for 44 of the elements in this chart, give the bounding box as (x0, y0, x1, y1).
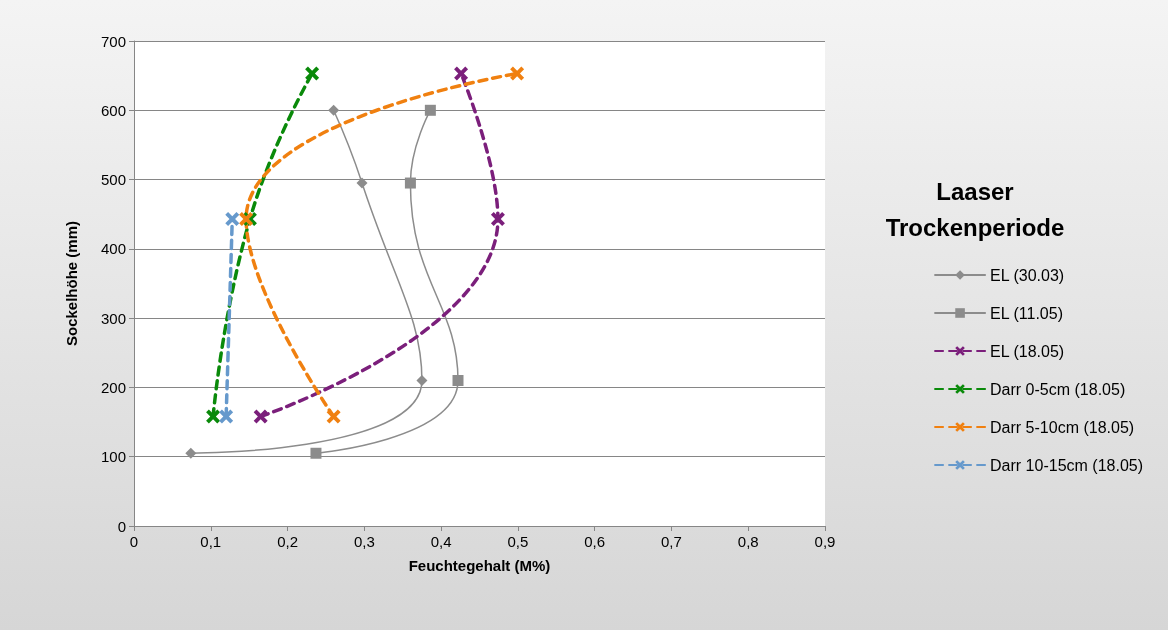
legend-label: Darr 0-5cm (18.05) (990, 380, 1126, 398)
y-tick-label: 100 (100, 448, 126, 466)
y-tick-label: 700 (100, 32, 126, 50)
point (225, 212, 240, 227)
point (310, 447, 322, 459)
y-tick-label: 0 (117, 517, 126, 535)
legend-label: EL (11.05) (990, 304, 1063, 322)
x-tick-label: 0,1 (200, 533, 222, 550)
x-tick-label: 0,8 (737, 533, 759, 550)
x-tick-label: 0,6 (584, 533, 606, 550)
point (326, 409, 341, 424)
x-axis-title: Feuchtegehalt (M%) (408, 557, 551, 574)
y-tick-label: 400 (100, 240, 126, 258)
x-tick-label: 0,5 (507, 533, 529, 550)
x-tick-label: 0,9 (814, 533, 836, 550)
legend-label: Darr 5-10cm (18.05) (990, 418, 1135, 436)
point (424, 104, 436, 116)
point (305, 66, 320, 81)
point (416, 375, 428, 386)
point (510, 66, 525, 81)
legend-label: EL (18.05) (990, 342, 1065, 360)
point (490, 212, 505, 227)
y-tick-label: 600 (100, 101, 126, 119)
point (404, 177, 416, 189)
point (185, 447, 197, 459)
legend-label: Darr 10-15cm (18.05) (990, 456, 1144, 474)
x-tick-label: 0,2 (277, 533, 298, 550)
y-tick-label: 500 (100, 171, 126, 189)
legend-label: EL (30.03) (990, 266, 1065, 284)
legend-title: Laaser Trockenperiode (885, 177, 1065, 241)
point (356, 177, 368, 189)
point (328, 104, 340, 116)
point (219, 409, 234, 424)
x-tick-label: 0,7 (661, 533, 682, 550)
point (206, 409, 221, 424)
x-tick-label: 0,3 (353, 533, 375, 550)
y-tick-label: 200 (100, 378, 126, 396)
point (454, 66, 469, 81)
y-tick-label: 300 (100, 309, 126, 327)
x-tick-label: 0,4 (430, 533, 452, 550)
x-tick-label: 0 (129, 533, 139, 550)
y-axis-title: Sockelhöhe (mm) (63, 220, 80, 347)
point (452, 375, 464, 386)
point (253, 409, 268, 424)
